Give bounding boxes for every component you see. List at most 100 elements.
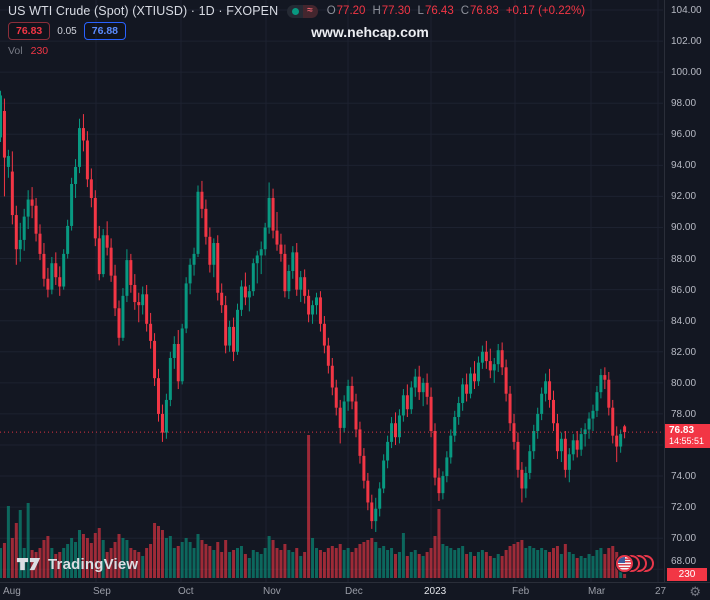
candle-body bbox=[70, 183, 74, 226]
volume-bar bbox=[137, 552, 141, 578]
volume-bar bbox=[239, 546, 243, 578]
volume-bar bbox=[425, 552, 429, 578]
candle-body bbox=[54, 263, 58, 278]
candle-body bbox=[26, 199, 30, 217]
candle-body bbox=[121, 295, 125, 338]
volume-bar bbox=[318, 550, 322, 578]
candle-body bbox=[14, 215, 18, 250]
volume-bar bbox=[382, 546, 386, 578]
candle-body bbox=[488, 361, 492, 371]
volume-bar bbox=[350, 552, 354, 578]
buy-ask-button[interactable]: 76.88 bbox=[83, 22, 127, 40]
volume-bar bbox=[508, 546, 512, 578]
price-scale-label: 98.00 bbox=[671, 98, 697, 110]
candle-body bbox=[164, 399, 168, 433]
candle-body bbox=[425, 382, 429, 397]
spread-value: 0.05 bbox=[57, 25, 77, 37]
candle-body bbox=[623, 426, 627, 433]
candle-body bbox=[611, 407, 615, 436]
candle-body bbox=[184, 283, 188, 329]
volume-bar bbox=[275, 548, 279, 578]
candle-body bbox=[390, 423, 394, 442]
volume-bar bbox=[216, 542, 220, 578]
volume-bar bbox=[445, 546, 449, 578]
symbol-title[interactable]: US WTI Crude (Spot) (XTIUSD) · 1D · FXOP… bbox=[8, 4, 279, 18]
volume-bar bbox=[287, 550, 291, 578]
volume-bar bbox=[200, 540, 204, 578]
volume-bar bbox=[26, 503, 30, 578]
economic-events-marker[interactable] bbox=[616, 555, 658, 573]
volume-bar bbox=[473, 556, 476, 578]
volume-bar bbox=[552, 548, 555, 578]
volume-bar bbox=[255, 552, 259, 578]
candle-body bbox=[496, 350, 500, 365]
volume-bar bbox=[524, 548, 528, 578]
candle-body bbox=[295, 252, 299, 290]
volume-bar bbox=[204, 544, 208, 578]
volume-bar bbox=[62, 548, 66, 578]
time-scale-label: 2023 bbox=[424, 586, 447, 597]
volume-bar bbox=[30, 550, 34, 578]
volume-bar bbox=[338, 544, 342, 578]
volume-bar bbox=[512, 544, 516, 578]
candle-body bbox=[619, 434, 623, 447]
candle-body bbox=[66, 225, 70, 254]
delayed-data-icon: ≈ bbox=[307, 5, 313, 16]
candle-body bbox=[366, 480, 370, 503]
tradingview-logo[interactable]: TradingView bbox=[16, 556, 138, 573]
volume-bar bbox=[70, 538, 74, 578]
volume-bar bbox=[409, 552, 413, 578]
volume-bar bbox=[184, 538, 188, 578]
volume-bar bbox=[251, 550, 255, 578]
market-status-pill[interactable]: ≈ bbox=[287, 4, 318, 18]
candle-body bbox=[255, 255, 259, 264]
volume-bar bbox=[358, 544, 362, 578]
candle-body bbox=[334, 387, 338, 408]
volume-bar bbox=[429, 548, 433, 578]
sell-bid-button[interactable]: 76.83 bbox=[8, 22, 51, 40]
candle-body bbox=[271, 197, 275, 231]
candles bbox=[0, 90, 627, 532]
time-scale[interactable]: Aug Sep Oct Nov Dec 2023 Feb Mar 27 ⚙ bbox=[0, 582, 710, 600]
candlestick-chart[interactable] bbox=[0, 0, 664, 582]
volume-bar bbox=[575, 558, 579, 578]
candle-body bbox=[476, 362, 480, 382]
volume-bar bbox=[263, 548, 267, 578]
volume-bar bbox=[437, 509, 441, 578]
volume-indicator-value: 230 bbox=[30, 45, 49, 57]
volume-bar bbox=[228, 552, 232, 578]
candle-body bbox=[370, 502, 374, 522]
candle-body bbox=[346, 385, 350, 402]
candle-body bbox=[599, 375, 603, 393]
gear-icon: ⚙ bbox=[689, 584, 701, 599]
time-axis-settings-button[interactable]: ⚙ bbox=[689, 584, 701, 600]
volume-bar bbox=[386, 550, 390, 578]
candle-body bbox=[374, 508, 378, 522]
price-scale-label: 74.00 bbox=[671, 471, 697, 483]
volume-bar bbox=[6, 506, 10, 578]
volume-bar bbox=[109, 548, 113, 578]
price-scale[interactable]: 104.00 102.00 100.00 98.00 96.00 94.00 92.00 90… bbox=[664, 0, 710, 582]
volume-bar bbox=[247, 558, 251, 578]
candle-body bbox=[457, 403, 461, 418]
volume-bar bbox=[125, 540, 129, 578]
volume-bar bbox=[93, 533, 97, 578]
candle-body bbox=[93, 197, 97, 239]
volume-bar bbox=[236, 548, 239, 578]
candle-body bbox=[105, 235, 109, 248]
volume-bar bbox=[595, 550, 599, 578]
volume-bar bbox=[536, 550, 540, 578]
volume-bar bbox=[496, 554, 500, 578]
volume-bar bbox=[354, 548, 358, 578]
high-label: H bbox=[372, 5, 381, 17]
volume-bar bbox=[271, 540, 275, 578]
volume-bar bbox=[54, 554, 58, 578]
volume-bar bbox=[224, 540, 228, 578]
candle-body bbox=[133, 284, 137, 303]
volume-bar bbox=[583, 558, 587, 578]
volume-bar bbox=[18, 510, 22, 578]
high-value: 77.30 bbox=[381, 5, 411, 17]
candle-body bbox=[30, 199, 34, 206]
volume-bar bbox=[563, 544, 567, 578]
candle-body bbox=[18, 239, 22, 250]
